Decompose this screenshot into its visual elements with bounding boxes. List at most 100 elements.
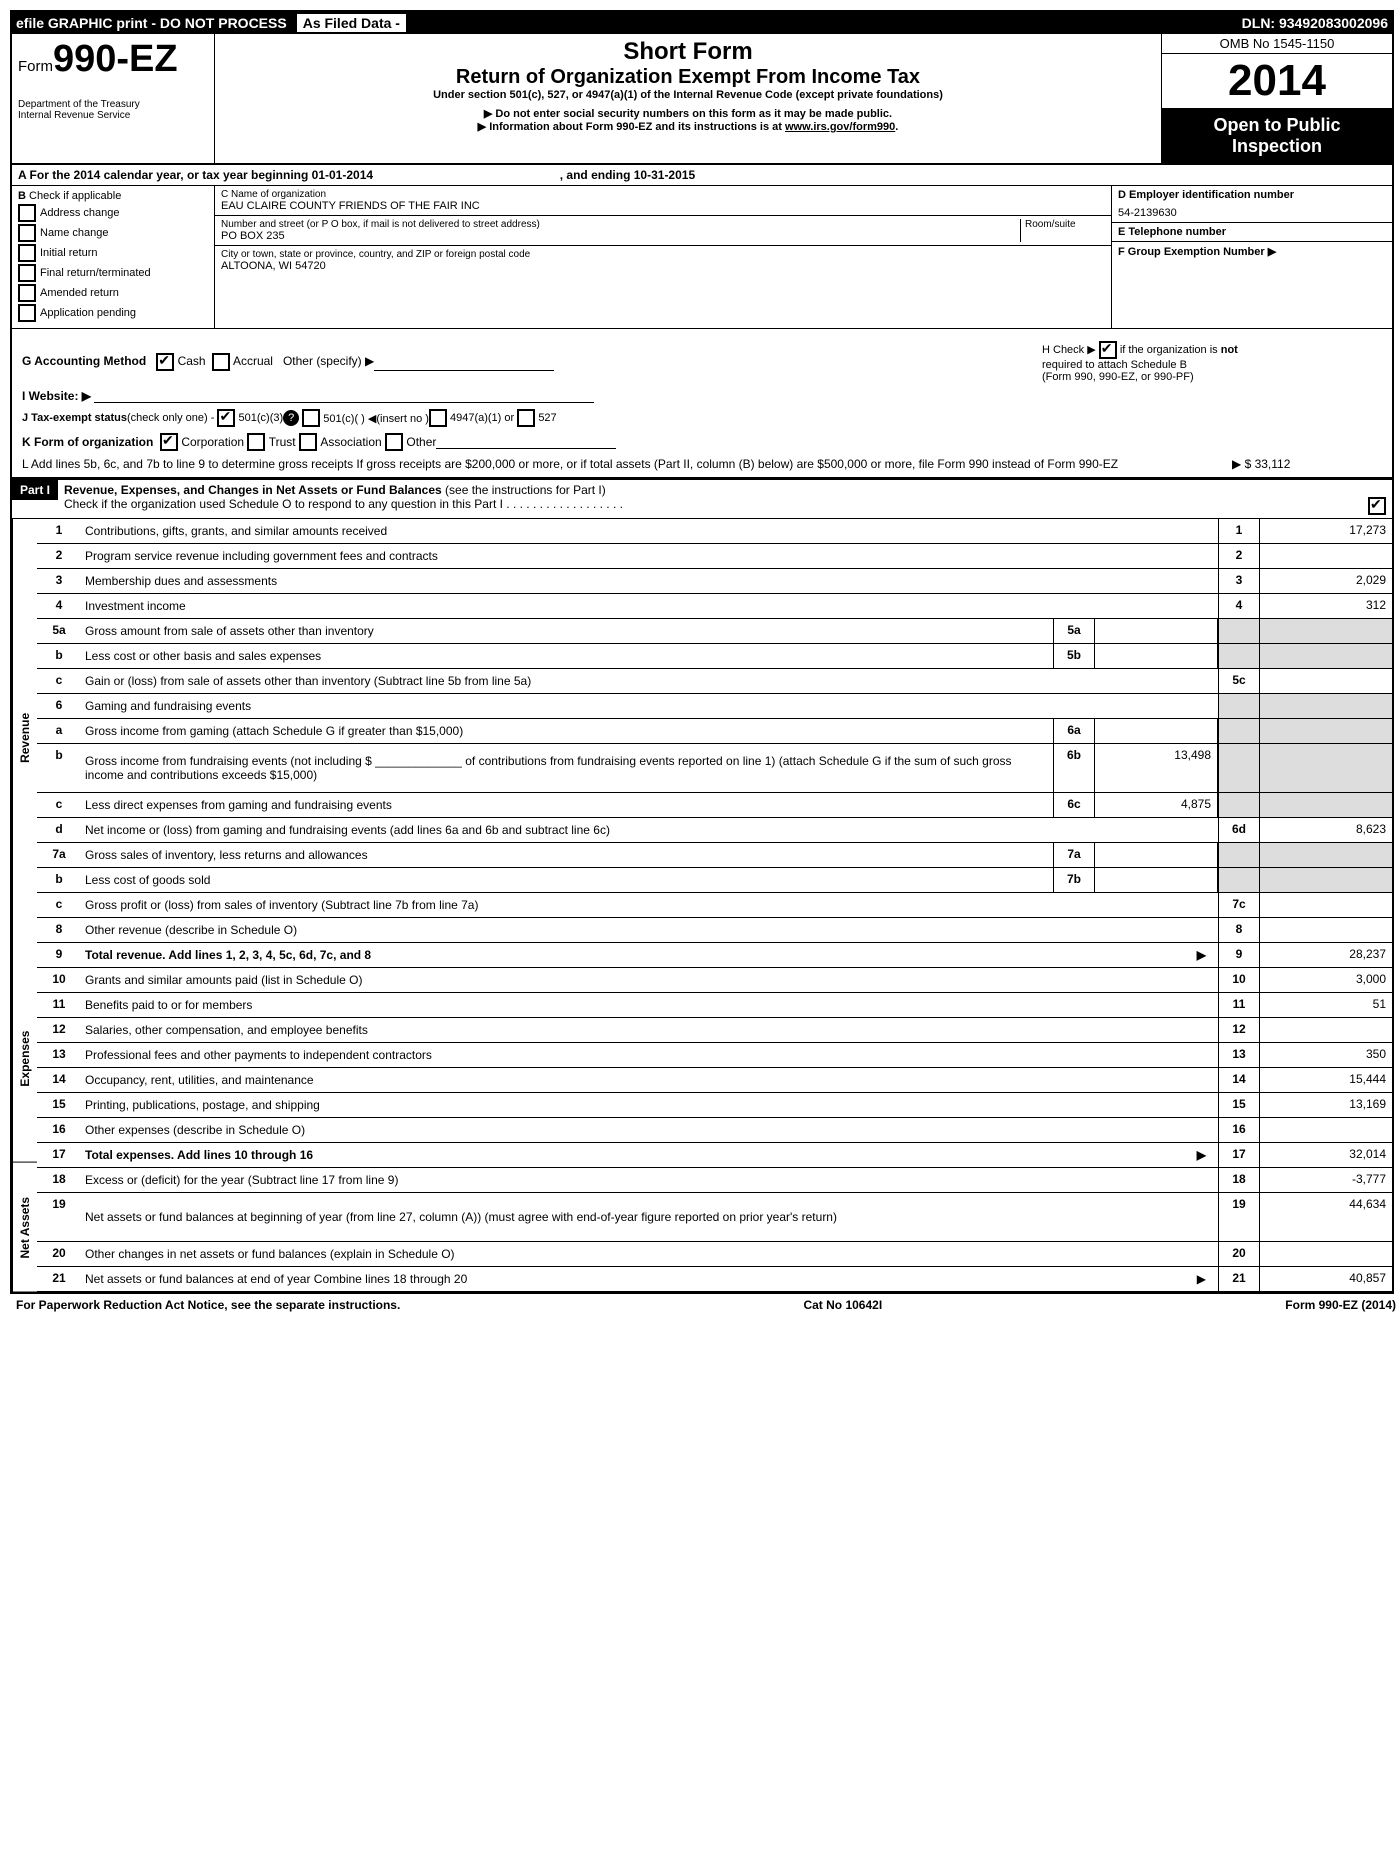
footer: For Paperwork Reduction Act Notice, see … [10,1294,1400,1316]
room-label: Room/suite [1025,219,1105,230]
line-row: dNet income or (loss) from gaming and fu… [37,818,1392,843]
help-icon[interactable]: ? [283,410,299,426]
mini-line-num: 5a [1053,619,1095,643]
tax-year: 2014 [1162,54,1392,109]
line-row: 9Total revenue. Add lines 1, 2, 3, 4, 5c… [37,943,1392,968]
k-other-blank[interactable] [436,436,616,449]
end-line-val [1259,669,1392,693]
line-row: 18Excess or (deficit) for the year (Subt… [37,1168,1392,1193]
website-blank[interactable] [94,390,594,403]
end-line-val: 17,273 [1259,519,1392,543]
line-num: 17 [37,1143,81,1167]
open-public: Open to Public Inspection [1162,109,1392,163]
section-g: G Accounting Method Cash Accrual Other (… [12,329,1392,478]
gray-val [1259,868,1392,892]
checkbox[interactable] [18,204,36,222]
k-corp-check[interactable] [160,433,178,451]
line-num: 19 [37,1193,81,1241]
org-name: EAU CLAIRE COUNTY FRIENDS OF THE FAIR IN… [221,200,1105,212]
line-desc: Other changes in net assets or fund bala… [81,1242,1218,1266]
end-line-num: 4 [1218,594,1259,618]
j-501c-check[interactable] [302,409,320,427]
accrual-checkbox[interactable] [212,353,230,371]
line-num: 4 [37,594,81,618]
end-line-num: 3 [1218,569,1259,593]
j-527-check[interactable] [517,409,535,427]
end-line-num: 1 [1218,519,1259,543]
expenses-label: Expenses [12,956,37,1163]
gray-val [1259,843,1392,867]
line-row: 4Investment income4312 [37,594,1392,619]
line-row: 14Occupancy, rent, utilities, and mainte… [37,1068,1392,1093]
line-row: 5aGross amount from sale of assets other… [37,619,1392,644]
city-label: City or town, state or province, country… [221,249,1105,260]
end-line-num: 16 [1218,1118,1259,1142]
line-row: aGross income from gaming (attach Schedu… [37,719,1392,744]
check-item: Application pending [18,304,208,322]
checkbox[interactable] [18,304,36,322]
h-checkbox[interactable] [1099,341,1117,359]
title-col: Short Form Return of Organization Exempt… [215,34,1161,163]
line-row: 20Other changes in net assets or fund ba… [37,1242,1392,1267]
line-desc: Net assets or fund balances at beginning… [81,1193,1218,1241]
return-title: Return of Organization Exempt From Incom… [223,66,1153,89]
dept-irs: Internal Revenue Service [18,110,208,121]
e-label: E Telephone number [1118,226,1226,238]
k-other-check[interactable] [385,433,403,451]
checkbox[interactable] [18,224,36,242]
mini-line-val [1095,868,1218,892]
line-desc: Investment income [81,594,1218,618]
info-link[interactable]: www.irs.gov/form990 [785,121,895,133]
check-label: Application pending [40,307,136,319]
line-desc: Salaries, other compensation, and employ… [81,1018,1218,1042]
k-trust-check[interactable] [247,433,265,451]
end-line-num: 8 [1218,918,1259,942]
gray-box [1218,843,1259,867]
end-line-num: 5c [1218,669,1259,693]
line-desc: Benefits paid to or for members [81,993,1218,1017]
row-a: A For the 2014 calendar year, or tax yea… [12,165,1392,186]
end-line-num: 2 [1218,544,1259,568]
h-section: H Check ▶ if the organization is not req… [1042,341,1382,383]
street-val: PO BOX 235 [221,230,1020,242]
cash-checkbox[interactable] [156,353,174,371]
checkbox[interactable] [18,244,36,262]
g-label: G Accounting Method [22,354,146,368]
end-line-val: 312 [1259,594,1392,618]
check-label: Amended return [40,287,119,299]
part1-schedo-check[interactable] [1368,497,1386,515]
ssn-warning: ▶ Do not enter social security numbers o… [223,107,1153,120]
part1-tag: Part I [12,480,58,500]
f-label: F Group Exemption Number ▶ [1118,246,1276,258]
revenue-label: Revenue [12,519,37,956]
b-label: B [18,190,26,202]
mini-line-val [1095,619,1218,643]
checkbox[interactable] [18,264,36,282]
b-sub: Check if applicable [29,190,121,202]
j-501c3-check[interactable] [217,409,235,427]
line-desc: Gaming and fundraising events [81,694,1218,718]
line-num: 8 [37,918,81,942]
checkbox[interactable] [18,284,36,302]
end-line-num: 10 [1218,968,1259,992]
mini-line-val [1095,719,1218,743]
check-item: Final return/terminated [18,264,208,282]
check-label: Address change [40,207,120,219]
line-row: cGain or (loss) from sale of assets othe… [37,669,1392,694]
j-4947-check[interactable] [429,409,447,427]
check-item: Initial return [18,244,208,262]
line-row: 1Contributions, gifts, grants, and simil… [37,519,1392,544]
line-row: 16Other expenses (describe in Schedule O… [37,1118,1392,1143]
mini-line-val: 13,498 [1095,744,1218,792]
line-num: 10 [37,968,81,992]
end-line-val [1259,918,1392,942]
line-num: d [37,818,81,842]
line-num: 11 [37,993,81,1017]
k-assoc-check[interactable] [299,433,317,451]
check-label: Final return/terminated [40,267,151,279]
line-num: 6 [37,694,81,718]
line-num: b [37,744,81,792]
other-blank[interactable] [374,358,554,371]
top-bar: efile GRAPHIC print - DO NOT PROCESS As … [12,12,1392,34]
gray-box [1218,793,1259,817]
